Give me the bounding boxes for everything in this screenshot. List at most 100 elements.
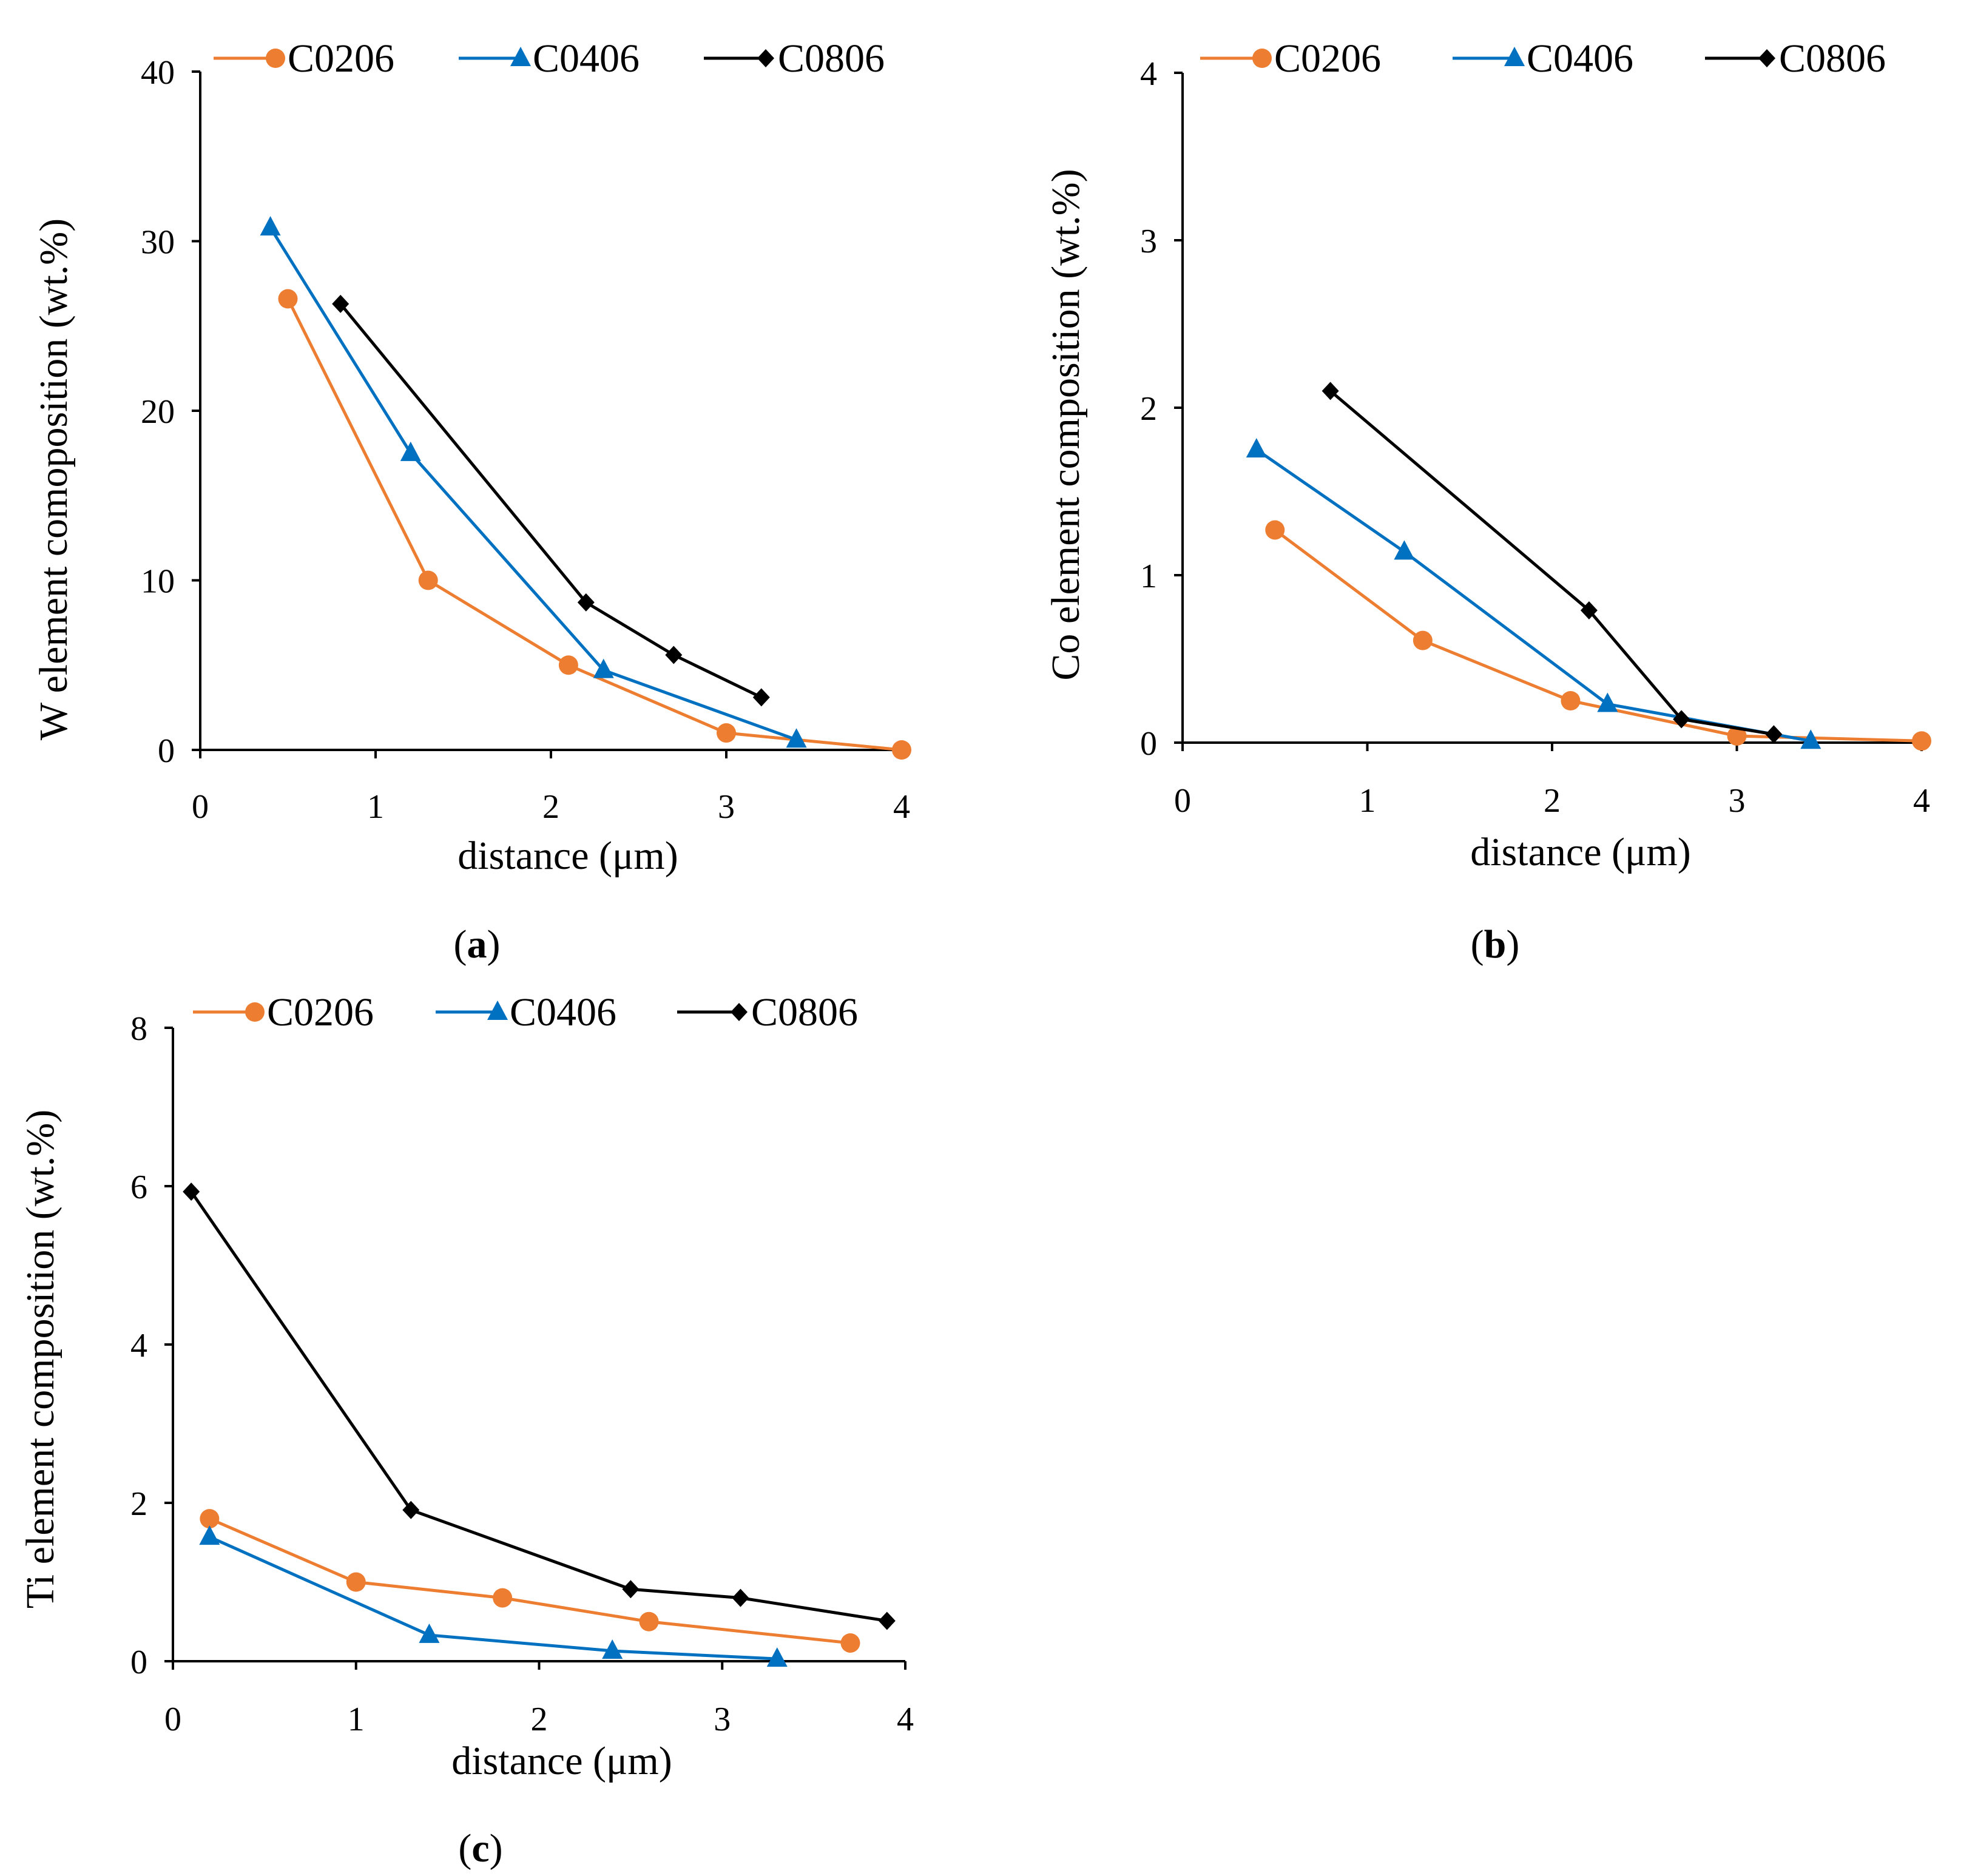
chart-panel-c: Ti element composition (wt.%) distance (…	[18, 990, 914, 1871]
data-point-C0206	[840, 1633, 860, 1653]
legend-label: C0806	[751, 990, 858, 1034]
x-tick-label: 1	[1359, 782, 1376, 820]
x-tick-label: 2	[1544, 782, 1561, 820]
x-tick-label: 3	[718, 788, 735, 826]
y-tick-label: 10	[141, 563, 175, 601]
panel-label: (c)	[458, 1826, 502, 1871]
x-tick-label: 0	[164, 1701, 181, 1738]
legend-marker-C0406	[487, 1000, 508, 1020]
x-tick-label: 2	[542, 788, 559, 826]
y-tick-label: 20	[141, 393, 175, 431]
data-point-C0406	[1597, 692, 1618, 712]
y-axis-title: Ti element composition (wt.%)	[18, 1110, 62, 1609]
legend-label: C0806	[778, 36, 885, 81]
series-line-C0806	[339, 303, 762, 699]
panel-label: (b)	[1471, 922, 1520, 967]
legend-marker-C0806	[1758, 49, 1775, 67]
legend-label: C0406	[1527, 36, 1633, 81]
data-point-C0806	[402, 1500, 420, 1519]
legend-label: C0206	[267, 990, 374, 1034]
x-tick-label: 2	[531, 1701, 548, 1738]
data-point-C0806	[732, 1588, 749, 1607]
y-tick-label: 0	[130, 1644, 147, 1681]
y-tick-label: 40	[141, 54, 175, 92]
data-point-C0206	[1727, 726, 1747, 746]
series-line-C0406	[209, 1535, 777, 1661]
data-point-C0406	[199, 1525, 220, 1545]
x-tick-label: 3	[1729, 782, 1746, 820]
x-tick-label: 1	[367, 788, 384, 826]
data-point-C0206	[346, 1572, 366, 1592]
data-point-C0806	[1673, 710, 1690, 729]
data-point-C0806	[1322, 382, 1339, 400]
data-point-C0206	[278, 289, 298, 309]
data-point-C0406	[1394, 540, 1415, 560]
legend-label: C0206	[1274, 36, 1381, 81]
data-point-C0406	[786, 728, 807, 748]
y-tick-label: 0	[158, 732, 175, 770]
x-axis-title: distance (μm)	[1470, 830, 1690, 874]
x-axis-title: distance (μm)	[457, 834, 678, 878]
data-point-C0206	[717, 723, 736, 743]
series-line-C0406	[1255, 448, 1811, 743]
series-line-C0206	[1274, 528, 1922, 743]
data-point-C0206	[418, 570, 438, 590]
data-point-C0206	[558, 655, 578, 675]
data-point-C0406	[260, 216, 281, 236]
x-tick-label: 4	[1913, 782, 1930, 820]
data-point-C0406	[1800, 729, 1821, 749]
data-point-C0406	[766, 1647, 788, 1667]
data-point-C0406	[1246, 438, 1267, 457]
x-tick-label: 1	[348, 1701, 365, 1738]
data-point-C0806	[577, 593, 595, 612]
x-tick-label: 4	[893, 788, 910, 826]
legend-marker-C0406	[510, 47, 531, 66]
y-tick-label: 4	[1140, 55, 1157, 93]
x-tick-label: 0	[192, 788, 209, 826]
y-tick-label: 0	[1140, 725, 1157, 763]
y-tick-label: 8	[130, 1010, 147, 1048]
series-line-C0806	[1329, 390, 1774, 736]
data-point-C0206	[892, 740, 911, 760]
legend-label: C0206	[288, 36, 394, 81]
data-point-C0806	[752, 688, 770, 707]
chart-panel-b: Co element composition (wt.%) distance (…	[1044, 36, 1931, 967]
data-point-C0806	[665, 646, 683, 664]
panel-letter: b	[1484, 922, 1507, 967]
y-tick-label: 3	[1140, 223, 1157, 260]
legend-label: C0406	[510, 990, 616, 1034]
data-point-C0206	[1413, 630, 1433, 650]
data-point-C0206	[493, 1588, 513, 1608]
data-point-C0406	[400, 441, 421, 461]
data-point-C0406	[593, 658, 614, 678]
y-tick-label: 1	[1140, 558, 1157, 595]
panel-label: (a)	[454, 922, 501, 967]
y-tick-label: 2	[130, 1485, 147, 1523]
data-point-C0806	[622, 1580, 640, 1599]
panel-letter: a	[467, 922, 487, 967]
data-point-C0806	[332, 294, 349, 313]
y-axis-title: Co element composition (wt.%)	[1044, 169, 1088, 680]
data-point-C0206	[200, 1509, 220, 1529]
legend-marker-C0806	[731, 1003, 748, 1021]
x-axis-title: distance (μm)	[451, 1739, 672, 1783]
data-point-C0206	[1561, 691, 1581, 710]
data-point-C0806	[1765, 725, 1783, 744]
data-point-C0806	[183, 1183, 200, 1201]
panel-letter: c	[471, 1826, 489, 1871]
legend-label: C0806	[1779, 36, 1886, 81]
series-line-C0406	[269, 226, 797, 741]
x-tick-label: 0	[1174, 782, 1191, 820]
data-point-C0206	[1265, 520, 1285, 540]
legend-marker-C0206	[266, 49, 285, 68]
chart-panel-a: W element comoposition (wt.%) distance (…	[32, 36, 911, 967]
x-tick-label: 4	[897, 1701, 914, 1738]
legend-marker-C0806	[757, 49, 774, 67]
legend-marker-C0406	[1504, 47, 1525, 66]
data-point-C0806	[878, 1611, 896, 1630]
y-tick-label: 30	[141, 224, 175, 261]
data-point-C0406	[602, 1639, 623, 1659]
series-line-C0206	[286, 298, 902, 752]
legend-label: C0406	[533, 36, 640, 81]
